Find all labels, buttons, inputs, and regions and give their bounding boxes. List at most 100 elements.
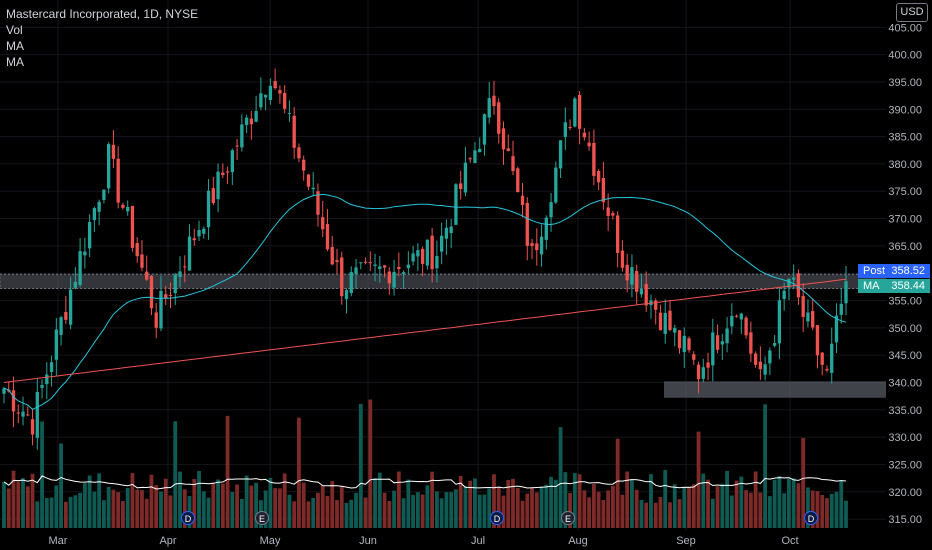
volume-bar <box>2 481 6 528</box>
symbol-title[interactable]: Mastercard Incorporated, 1D, NYSE <box>6 7 199 21</box>
volume-bar <box>235 484 239 528</box>
candle-body <box>506 148 510 151</box>
candle-body <box>654 300 658 310</box>
candle-body <box>454 184 458 225</box>
volume-bar <box>596 491 601 528</box>
volume-bar <box>382 492 387 528</box>
post-price-label: Post <box>863 265 886 277</box>
ma-indicator-label-1[interactable]: MA <box>6 39 24 53</box>
candle-body <box>811 311 815 328</box>
candle-body <box>59 317 63 335</box>
candle-body <box>620 250 625 268</box>
candle-body <box>97 201 101 212</box>
candle-body <box>425 239 430 266</box>
volume-indicator-label[interactable]: Vol <box>6 23 23 37</box>
candle-body <box>126 206 130 212</box>
candle-body <box>806 312 810 322</box>
volume-bar <box>449 492 454 528</box>
volume-bar <box>168 495 173 528</box>
post-price-tag: Post 358.52 <box>858 264 930 278</box>
dividend-marker-1[interactable]: D <box>181 511 195 525</box>
currency-button[interactable]: USD <box>896 3 928 22</box>
candle-body <box>2 388 6 394</box>
volume-bar <box>49 497 54 528</box>
volume-bar <box>820 494 825 528</box>
y-tick-label: 390.00 <box>888 104 922 116</box>
ma-indicator-label-2[interactable]: MA <box>6 55 24 69</box>
volume-bar <box>696 431 701 528</box>
volume-bar <box>97 473 102 528</box>
volume-bar <box>572 472 577 528</box>
earnings-marker-2[interactable]: E <box>561 511 575 525</box>
volume-bar <box>691 484 696 528</box>
candle-body <box>625 264 629 281</box>
volume-bar <box>59 443 63 528</box>
y-tick-label: 400.00 <box>888 50 922 62</box>
candle-body <box>173 274 177 293</box>
candle-body <box>278 90 282 94</box>
candle-body <box>439 235 444 252</box>
volume-bar <box>515 487 520 528</box>
volume-bar <box>658 496 663 528</box>
volume-bar <box>182 489 187 528</box>
y-tick-label: 320.00 <box>888 487 922 499</box>
candle-body <box>92 208 97 221</box>
volume-bar <box>653 502 658 528</box>
y-tick-label: 340.00 <box>888 377 922 389</box>
candle-body <box>40 385 44 388</box>
volume-bar <box>625 471 630 528</box>
candle-body <box>573 98 577 127</box>
volume-bar <box>539 486 544 528</box>
candle-body <box>354 267 358 274</box>
candle-body <box>753 353 758 365</box>
candle-body <box>478 148 482 153</box>
candle-body <box>49 362 54 373</box>
volume-bar <box>582 490 587 528</box>
candle-body <box>644 283 648 306</box>
candle-body <box>492 95 496 107</box>
candle-body <box>516 168 520 193</box>
volume-bar <box>687 486 691 528</box>
candle-body <box>554 167 558 203</box>
volume-bar <box>344 502 349 528</box>
dividend-marker-2[interactable]: D <box>490 511 504 525</box>
candle-body <box>482 114 487 145</box>
candle-body <box>216 171 220 200</box>
volume-bar <box>311 497 316 528</box>
volume-bar <box>706 479 710 528</box>
candle-body <box>592 142 596 177</box>
candle-body <box>520 195 525 206</box>
candle-body <box>730 315 734 327</box>
volume-bar <box>511 478 515 528</box>
moving-average-lines <box>3 193 847 490</box>
candle-body <box>758 361 763 370</box>
candle-body <box>26 414 30 416</box>
volume-bar <box>620 494 625 528</box>
candle-body <box>715 335 720 350</box>
candle-body <box>330 246 334 265</box>
candle-body <box>64 311 68 320</box>
volume-bar <box>297 417 301 528</box>
candle-body <box>692 354 696 360</box>
volume-bar <box>710 498 715 528</box>
y-tick-label: 380.00 <box>888 159 922 171</box>
volume-bar <box>92 491 97 528</box>
volume-bar <box>306 501 311 528</box>
volume-bar <box>216 479 220 528</box>
earnings-marker-1[interactable]: E <box>255 511 269 525</box>
volume-bar <box>377 472 382 528</box>
candle-body <box>382 265 387 268</box>
volume-bar <box>111 489 116 528</box>
candle-body <box>7 390 11 392</box>
y-tick-label: 365.00 <box>888 241 922 253</box>
volume-bar <box>16 481 21 528</box>
volume-bar <box>368 399 373 528</box>
candle-body <box>701 367 705 379</box>
candle-body <box>611 213 615 216</box>
time-axis[interactable]: Mar Apr May Jun Jul Aug Sep Oct <box>49 535 799 547</box>
volume-bar <box>263 490 268 528</box>
candle-body <box>463 162 468 193</box>
candle-body <box>511 156 515 172</box>
dividend-marker-3[interactable]: D <box>804 511 818 525</box>
